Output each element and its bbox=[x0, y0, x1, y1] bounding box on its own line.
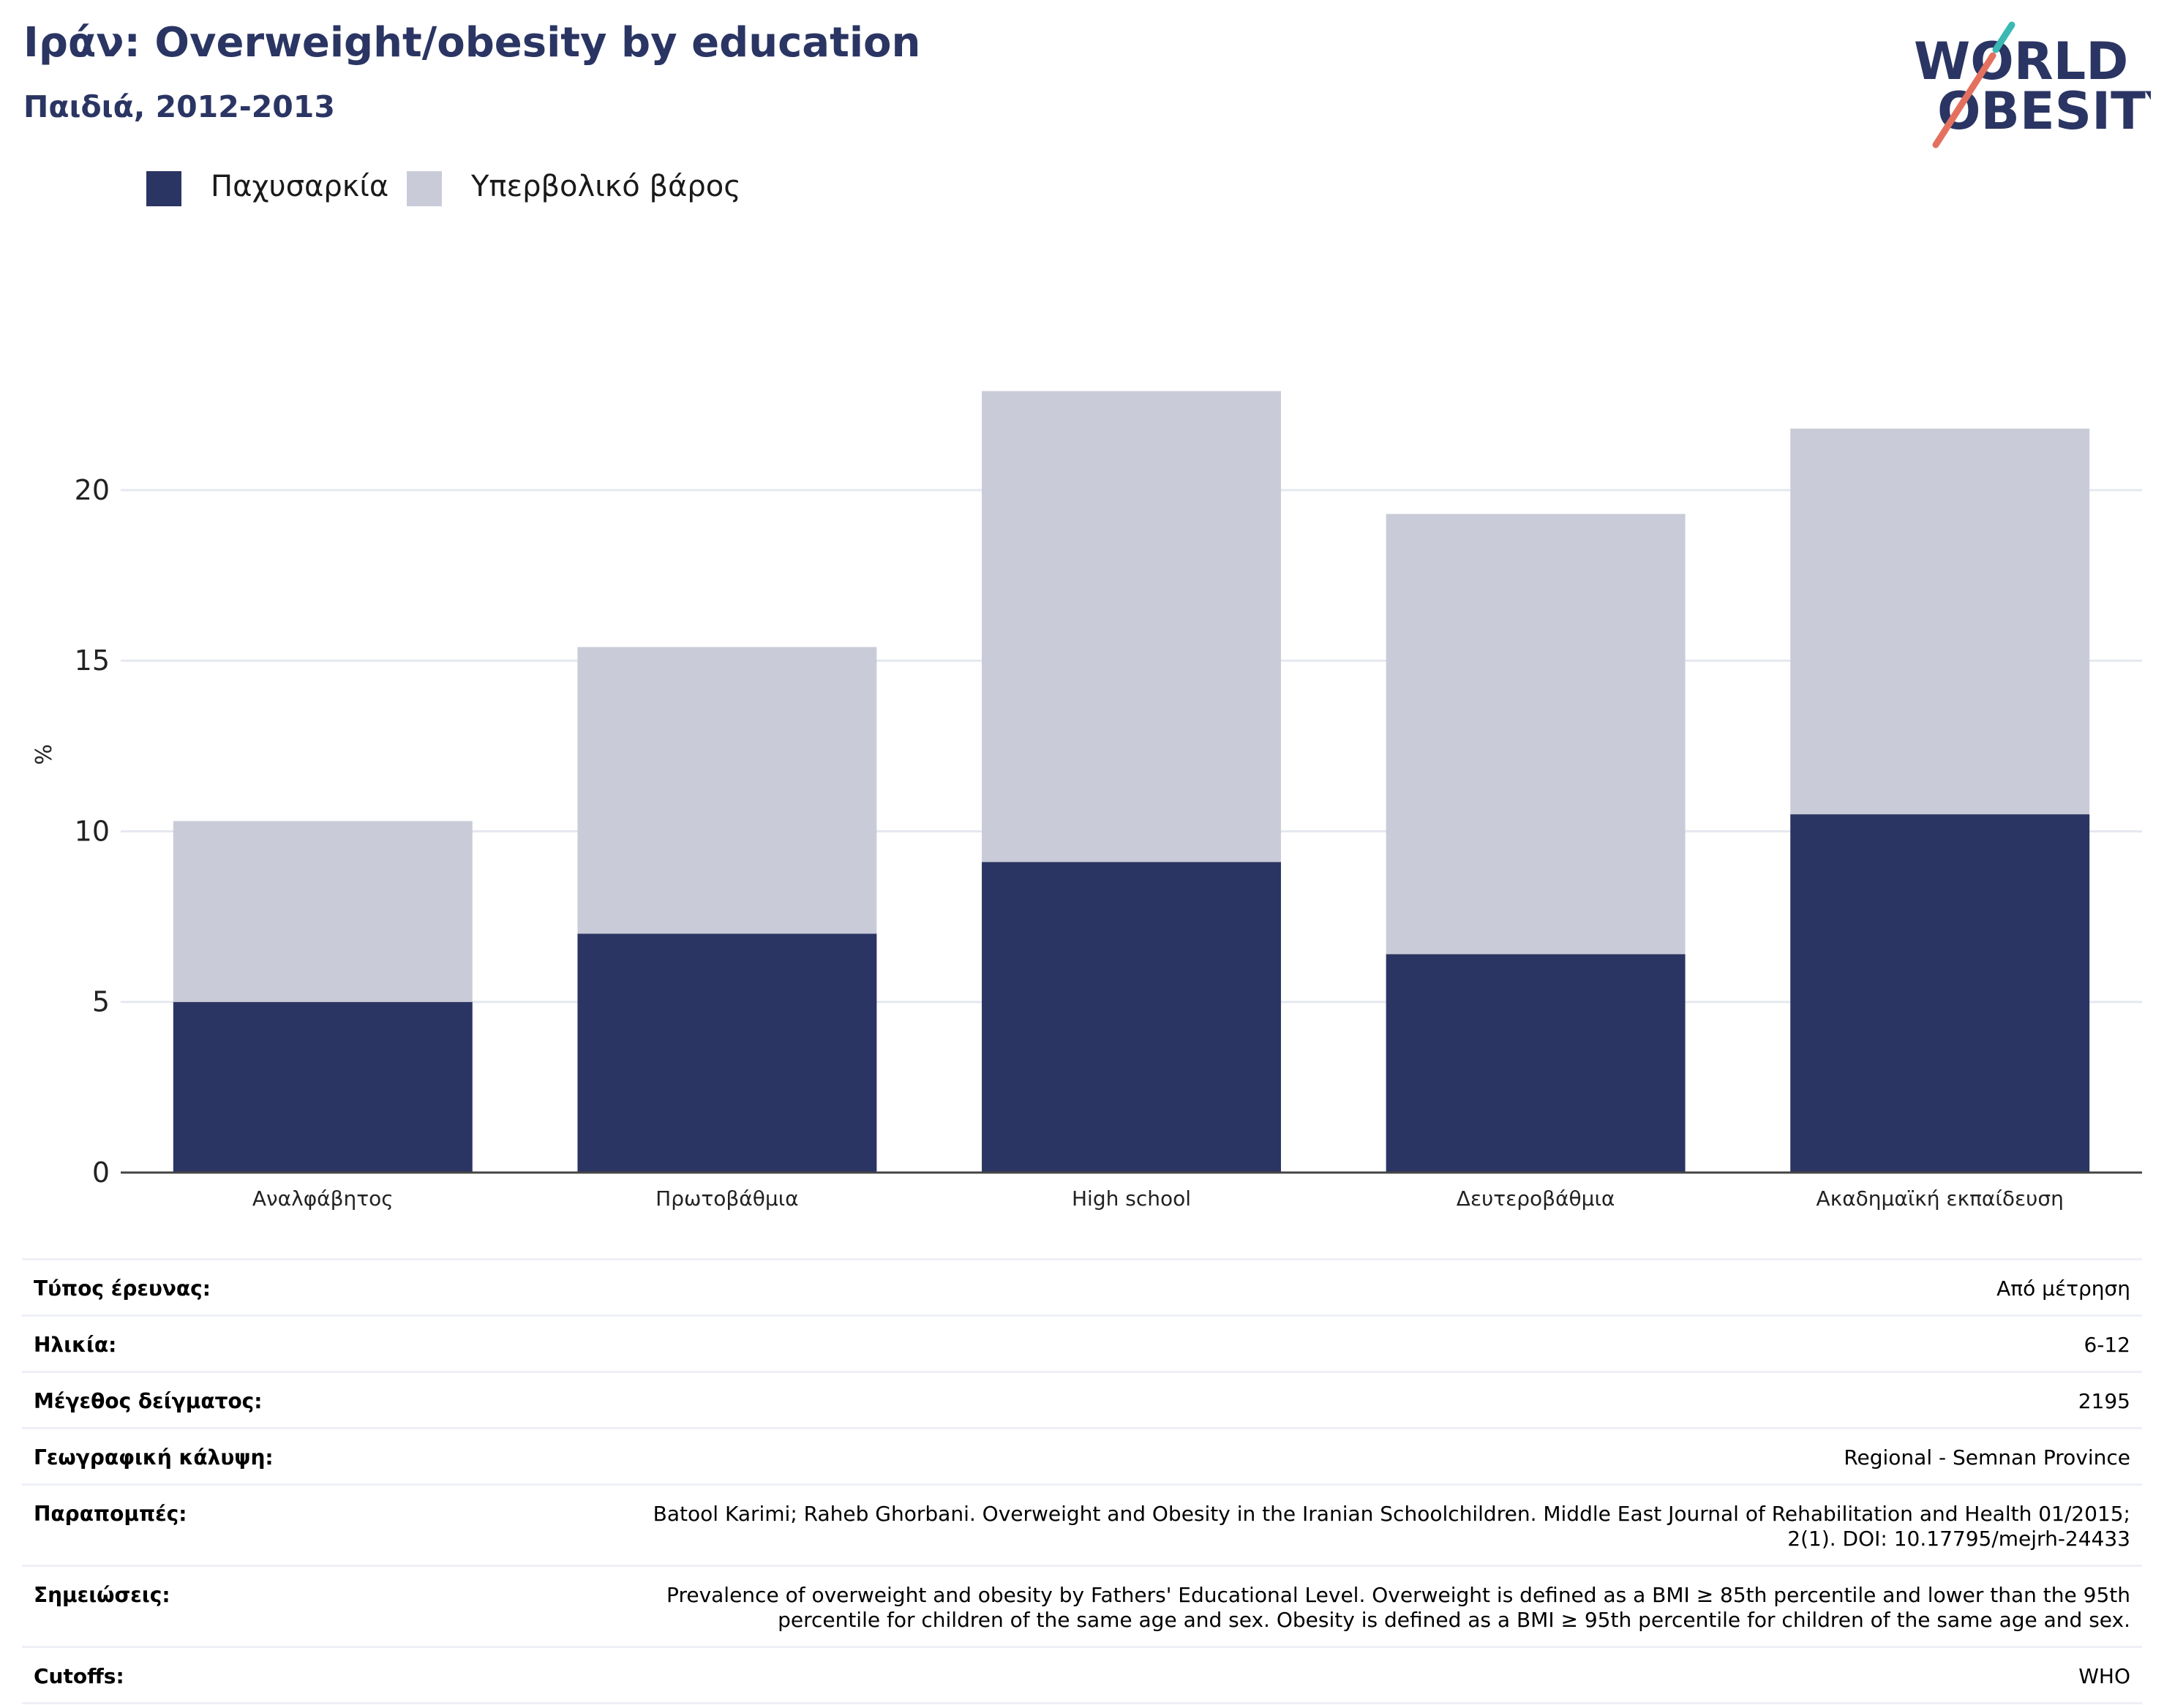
info-label: Γεωγραφική κάλυψη: bbox=[34, 1445, 274, 1470]
logo-line-1: WORLD bbox=[1914, 31, 2128, 91]
info-row-references: Παραπομπές: Batool Karimi; Raheb Ghorban… bbox=[22, 1486, 2142, 1567]
info-value: 6-12 bbox=[2084, 1333, 2130, 1357]
info-label: Παραπομπές: bbox=[34, 1502, 187, 1526]
y-tick-label: 0 bbox=[92, 1156, 110, 1189]
bar-obesity bbox=[173, 1001, 473, 1173]
legend-swatch-overweight bbox=[407, 171, 442, 206]
info-value: Batool Karimi; Raheb Ghorbani. Overweigh… bbox=[653, 1502, 2130, 1551]
legend-label-obesity: Παχυσαρκία bbox=[211, 170, 389, 203]
info-row-cutoffs: Cutoffs: WHO bbox=[22, 1648, 2142, 1704]
logo-slash-red bbox=[1932, 52, 1996, 148]
bar-obesity bbox=[982, 862, 1281, 1173]
bar-overweight bbox=[577, 647, 877, 934]
y-tick-label: 20 bbox=[75, 474, 110, 506]
legend-label-overweight: Υπερβολικό βάρος bbox=[471, 170, 741, 203]
bar-overweight bbox=[173, 821, 473, 1002]
bar-obesity bbox=[1790, 814, 2090, 1173]
info-value: Regional - Semnan Province bbox=[1844, 1445, 2130, 1470]
x-tick-label: Δευτεροβάθμια bbox=[1457, 1186, 1615, 1211]
info-label: Σημειώσεις: bbox=[34, 1583, 170, 1607]
info-value: WHO bbox=[2078, 1664, 2130, 1688]
bar-obesity bbox=[1386, 954, 1686, 1173]
stacked-bar-chart: 0 5 10 15 20% Αναλφάβητος Πρωτοβάθμια High scho… bbox=[31, 391, 2142, 1211]
x-tick-label: Αναλφάβητος bbox=[252, 1186, 394, 1211]
info-value: Prevalence of overweight and obesity by … bbox=[666, 1583, 2130, 1632]
y-axis-label: % bbox=[31, 744, 57, 765]
chart-subtitle: Παιδιά, 2012-2013 bbox=[23, 89, 335, 124]
bar-obesity bbox=[577, 933, 877, 1173]
info-row-age: Ηλικία: 6-12 bbox=[22, 1317, 2142, 1373]
world-obesity-logo: WORLD OBESITY bbox=[1914, 21, 2151, 148]
y-tick-label: 15 bbox=[75, 644, 110, 677]
chart-title: Ιράν: Overweight/obesity by education bbox=[23, 19, 921, 67]
bar-overweight bbox=[1386, 513, 1686, 955]
info-row-geographic-coverage: Γεωγραφική κάλυψη: Regional - Semnan Pro… bbox=[22, 1429, 2142, 1486]
info-label: Τύπος έρευνας: bbox=[34, 1276, 211, 1301]
info-row-notes: Σημειώσεις: Prevalence of overweight and… bbox=[22, 1567, 2142, 1648]
legend-swatch-obesity bbox=[146, 171, 181, 206]
info-label: Μέγεθος δείγματος: bbox=[34, 1389, 263, 1413]
info-row-survey-type: Τύπος έρευνας: Από μέτρηση bbox=[22, 1260, 2142, 1317]
info-label: Ηλικία: bbox=[34, 1333, 117, 1357]
x-tick-label: Ακαδημαϊκή εκπαίδευση bbox=[1817, 1186, 2064, 1211]
info-value: 2195 bbox=[2078, 1389, 2130, 1413]
x-tick-label: Πρωτοβάθμια bbox=[655, 1186, 798, 1211]
info-value: Από μέτρηση bbox=[1996, 1276, 2130, 1301]
info-label: Cutoffs: bbox=[34, 1664, 124, 1688]
bar-overweight bbox=[982, 391, 1281, 862]
y-tick-label: 5 bbox=[92, 986, 110, 1018]
logo-slash-teal bbox=[1992, 21, 2015, 53]
y-tick-label: 10 bbox=[75, 815, 110, 847]
bar-overweight bbox=[1790, 428, 2090, 815]
info-row-sample-size: Μέγεθος δείγματος: 2195 bbox=[22, 1373, 2142, 1429]
x-tick-label: High school bbox=[1072, 1186, 1191, 1211]
survey-info-table: Τύπος έρευνας: Από μέτρηση Ηλικία: 6-12 … bbox=[22, 1258, 2142, 1704]
